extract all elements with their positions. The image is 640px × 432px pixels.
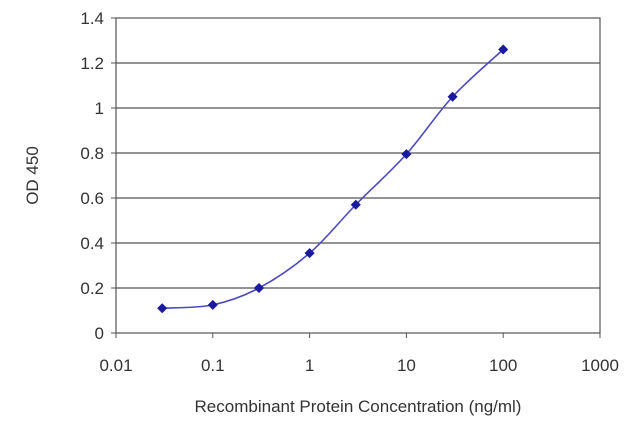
y-tick-label: 1.2: [80, 54, 104, 73]
x-axis-label: Recombinant Protein Concentration (ng/ml…: [195, 397, 522, 416]
series-line: [162, 48, 504, 310]
data-points: [157, 44, 509, 314]
y-tick-label: 0.4: [80, 234, 104, 253]
y-tick-label: 0: [95, 324, 104, 343]
y-tick-label: 0.2: [80, 279, 104, 298]
x-tick-label: 1000: [581, 356, 619, 375]
data-point: [207, 299, 218, 310]
data-point: [304, 248, 315, 259]
x-tick-label: 10: [397, 356, 416, 375]
y-tick-label: 0.8: [80, 144, 104, 163]
y-tick-label: 1: [95, 99, 104, 118]
x-tick-label: 1: [305, 356, 314, 375]
x-tick-label: 0.1: [201, 356, 225, 375]
data-point: [447, 91, 458, 102]
x-axis-ticks: 0.01 0.1 1 10 100 1000: [99, 333, 619, 375]
y-tick-label: 0.6: [80, 189, 104, 208]
y-tick-label: 1.4: [80, 9, 104, 28]
x-tick-label: 100: [489, 356, 517, 375]
y-axis-label: OD 450: [23, 146, 42, 205]
y-axis-ticks: 0 0.2 0.4 0.6 0.8 1 1.2 1.4: [80, 9, 116, 343]
data-point: [157, 303, 168, 314]
gridlines: [116, 62, 600, 289]
data-point: [253, 282, 265, 294]
plot-area: [115, 17, 601, 334]
data-point: [350, 199, 361, 210]
data-point: [401, 149, 412, 160]
x-tick-label: 0.01: [99, 356, 132, 375]
data-point: [498, 44, 509, 55]
